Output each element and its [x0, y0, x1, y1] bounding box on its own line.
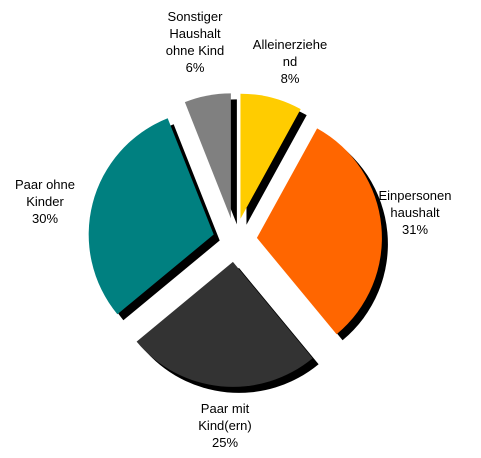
- slice-value-label: 30%: [31, 211, 59, 226]
- slice-label: Sonstiger Haushalt ohne Kind: [165, 9, 225, 58]
- slice: [184, 93, 231, 219]
- slice-label: Einpersonen haushalt: [378, 188, 452, 220]
- slice: [256, 128, 382, 335]
- slice-label: Paar ohne Kinder: [15, 177, 75, 209]
- slice: [240, 93, 301, 219]
- slice: [88, 118, 214, 315]
- slice-label: Paar mit Kind(ern): [198, 401, 252, 433]
- slice-label: Alleinerziehe nd: [252, 37, 328, 69]
- slice-value-label: 8%: [280, 71, 300, 86]
- slice: [136, 261, 313, 387]
- slice-value-label: 25%: [211, 435, 239, 450]
- slice-value-label: 31%: [401, 222, 429, 237]
- slice-value-label: 6%: [185, 60, 205, 75]
